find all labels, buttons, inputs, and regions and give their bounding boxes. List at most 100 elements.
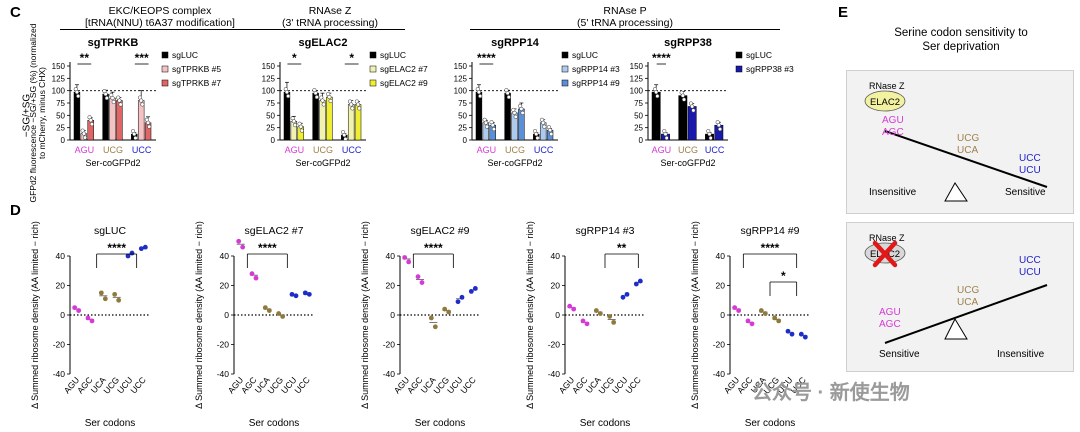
x-axis-label: Ser codons [745,418,796,429]
x-axis-label: Ser-coGFPd2 [295,158,350,168]
data-point [349,102,354,107]
codon-label: AGU [75,145,95,155]
significance-label: **** [424,241,443,255]
data-point [112,291,118,297]
bar [651,91,661,141]
data-point [314,95,319,100]
bar [283,91,291,141]
top-right-codon-1: UCC [1019,153,1041,164]
x-axis-label: Ser-coGFPd2 [85,158,140,168]
data-point [749,321,755,327]
legend-label: sgRPP14 #9 [572,78,620,88]
data-point [535,135,540,141]
chart-title: sgLUC [94,225,127,237]
data-point [455,299,461,305]
data-point [478,94,483,99]
panel-e-title-line1: Serine codon sensitivity to [894,27,1028,39]
x-tick-label: UCC [292,375,312,396]
y-tick-label: -40 [713,369,726,379]
dot-chart-d3: sgELAC2 #9-40-2002040AGUAGCUCAUCGUCUUCC*… [360,221,480,429]
data-point [633,281,639,287]
codon-label: UCC [534,145,554,155]
data-point [567,303,573,309]
y-tick-label: 100 [262,87,276,96]
codon-label: UCG [313,145,333,155]
panel-label-c: C [10,4,21,21]
legend-swatch [561,65,569,73]
chart-title: sgRPP14 #3 [576,225,635,237]
data-point [506,95,511,100]
legend-swatch [561,79,569,87]
data-point [89,318,95,324]
data-point [549,132,554,137]
y-tick-label: 40 [56,251,66,261]
y-tick-label: 75 [266,99,275,108]
data-point [298,124,303,129]
data-point [147,124,152,129]
fulcrum-top [944,182,968,202]
data-point [534,132,539,137]
y-tick-label: 50 [56,111,65,120]
data-point [597,311,603,316]
data-point [484,124,490,129]
data-point [284,90,289,95]
data-point [717,127,723,132]
significance-label: *** [135,51,149,65]
data-point [240,244,246,250]
data-point [111,99,116,105]
data-point [276,311,282,316]
group-title-rnasep: RNAse P (5' tRNA processing) [470,5,780,30]
data-point [118,102,123,107]
bar [116,100,123,141]
codon-label: AGU [285,145,305,155]
data-point [76,94,81,99]
bottom-left-codon-1: AGU [879,307,901,318]
data-point [541,120,546,125]
legend-swatch [561,51,569,59]
y-tick-label: 0 [60,310,65,320]
y-tick-label: 0 [224,310,229,320]
data-point [663,132,668,137]
data-point [320,98,325,103]
data-point [104,96,109,101]
data-point [745,318,751,324]
bar-chart-c2: sgELAC2 0 25 50 75 100 125 150 AGU UCG UCC * * Ser-co… [262,37,428,168]
data-point [89,122,94,127]
y-axis-label: Δ Summed ribosome density (AA limited − … [30,221,40,409]
significance-label: ** [80,51,90,65]
y-tick-label: 40 [386,251,396,261]
legend-label: sgRPP38 #3 [746,64,794,74]
y-tick-label: 150 [630,62,644,71]
bar [137,100,145,141]
y-tick-label: 40 [220,251,230,261]
elac2-label-top: ELAC2 [870,97,900,108]
data-point [306,291,312,297]
data-point [81,131,86,136]
data-point [116,297,122,303]
data-point [342,133,347,138]
codon-label: UCC [132,145,152,155]
y-tick-label: 75 [634,99,643,108]
data-point [313,91,318,96]
data-point [249,271,255,277]
significance-label: **** [258,241,277,255]
data-point [708,135,713,141]
legend-label: sgELAC2 #9 [380,78,428,88]
y-tick-label: 150 [454,62,468,71]
data-point [129,250,135,256]
legend-label: sgLUC [172,50,198,60]
legend-swatch [369,79,377,87]
y-tick-label: 125 [630,74,644,83]
top-left-sensitivity: Insensitive [869,187,917,198]
panel-e-title: Serine codon sensitivity to Ser deprivat… [850,26,1072,54]
dot-chart-d4: sgRPP14 #3-40-2002040AGUAGCUCAUCGUCUUCC*… [525,221,645,429]
significance-label: * [292,51,297,65]
y-tick-label: 40 [716,251,726,261]
data-point [103,92,108,97]
data-point [140,102,145,107]
group-title-ekc-line2: [tRNA(NNU) t6A37 modification] [60,17,260,30]
legend-label: sgLUC [380,50,406,60]
data-point [302,290,308,296]
data-point [520,110,525,115]
watermark-text: 公众号 · 新使生物 [752,382,910,404]
